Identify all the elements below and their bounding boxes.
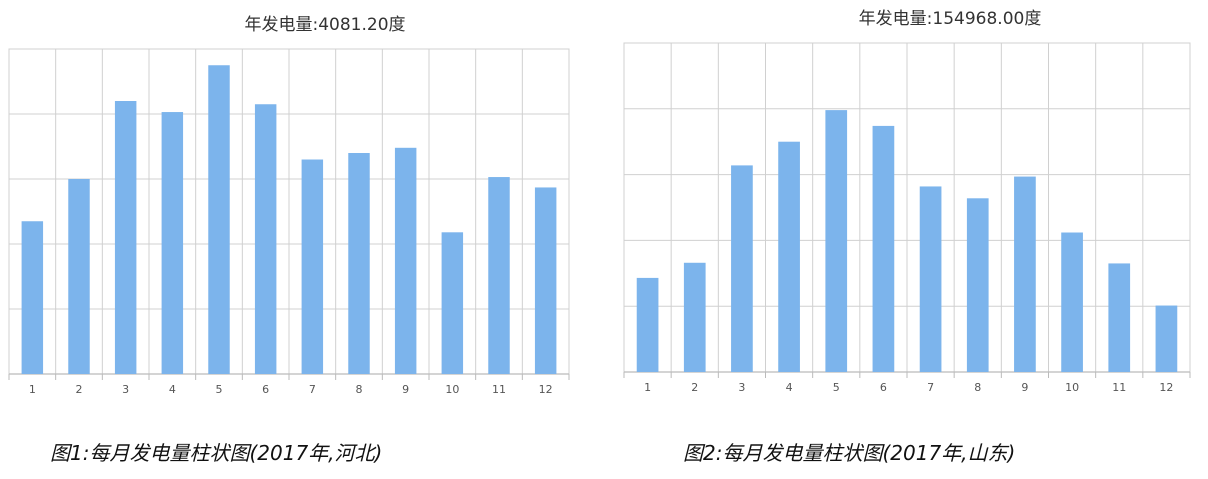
bar-month-9 — [1014, 176, 1036, 372]
x-tick-label: 5 — [216, 383, 223, 396]
x-tick-label: 12 — [539, 383, 553, 396]
x-tick-label: 3 — [122, 383, 129, 396]
bar-month-6 — [872, 125, 895, 373]
bar-month-7 — [919, 186, 942, 372]
figure-caption: 图1:每月发电量柱状图(2017年,河北) — [50, 441, 383, 465]
bar-month-2 — [683, 262, 706, 372]
x-tick-label: 2 — [691, 381, 698, 394]
bar-month-8 — [966, 198, 989, 372]
x-tick-label: 5 — [833, 381, 840, 394]
bar-month-6 — [254, 104, 277, 374]
chart-title: 年发电量:154968.00度 — [858, 9, 1042, 29]
x-tick-label: 2 — [76, 383, 83, 396]
x-tick-label: 1 — [644, 381, 651, 394]
x-tick-label: 8 — [974, 381, 981, 394]
bar-month-5 — [208, 65, 230, 374]
x-tick-label: 4 — [169, 383, 176, 396]
bar-month-7 — [301, 159, 324, 374]
bar-month-12 — [534, 187, 557, 374]
bar-month-12 — [1155, 305, 1178, 372]
bar-month-11 — [1108, 263, 1131, 372]
bar-month-9 — [394, 147, 417, 374]
x-tick-label: 6 — [880, 381, 887, 394]
x-tick-label: 4 — [786, 381, 793, 394]
x-tick-label: 11 — [1112, 381, 1126, 394]
bar-month-1 — [21, 221, 44, 374]
x-tick-label: 9 — [1021, 381, 1028, 394]
bar-month-10 — [1061, 232, 1083, 372]
bar-month-3 — [114, 101, 137, 374]
chart-panel-2: 年发电量:154968.00度 1 2 3 4 5 6 7 8 9 10 11 12 — [610, 0, 1208, 420]
x-tick-label: 7 — [927, 381, 934, 394]
bar-month-1 — [636, 277, 659, 372]
chart-title: 年发电量:4081.20度 — [244, 15, 406, 35]
x-tick-label: 7 — [309, 383, 316, 396]
x-tick-label: 11 — [492, 383, 506, 396]
bar-month-10 — [441, 232, 464, 374]
bar-month-11 — [488, 177, 510, 374]
chart-panel-1: 年发电量:4081.20度 1 2 3 4 5 6 7 8 9 10 11 12 — [0, 0, 590, 420]
bar-month-4 — [161, 112, 184, 375]
bar-month-8 — [348, 153, 370, 374]
x-tick-label: 3 — [738, 381, 745, 394]
x-tick-label: 9 — [402, 383, 409, 396]
bar-month-2 — [68, 179, 90, 374]
bar-chart-1: 1 2 3 4 5 6 7 8 9 10 11 12 — [8, 48, 570, 396]
bar-month-4 — [778, 141, 800, 372]
bar-month-5 — [825, 110, 848, 372]
x-tick-label: 6 — [262, 383, 269, 396]
x-tick-label: 10 — [445, 383, 459, 396]
bar-month-3 — [731, 165, 753, 372]
x-tick-label: 12 — [1159, 381, 1173, 394]
figure-caption: 图2:每月发电量柱状图(2017年,山东) — [683, 441, 1016, 465]
x-tick-label: 1 — [29, 383, 36, 396]
x-tick-label: 10 — [1065, 381, 1079, 394]
bar-chart-2: 1 2 3 4 5 6 7 8 9 10 11 12 — [623, 42, 1191, 394]
x-tick-label: 8 — [356, 383, 363, 396]
